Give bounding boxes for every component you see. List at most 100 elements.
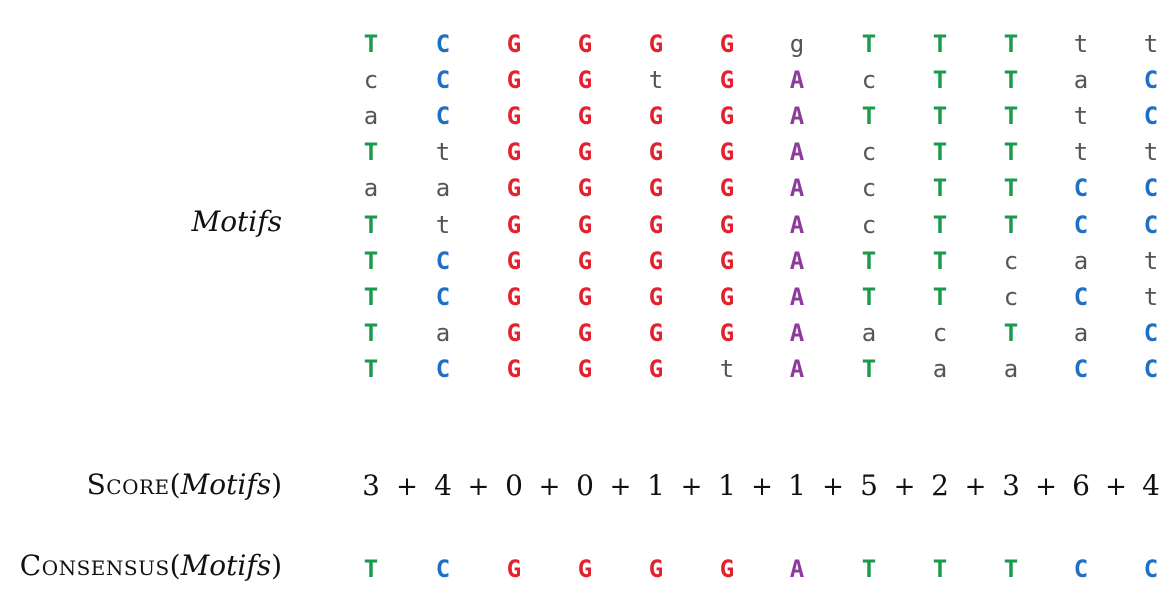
motif-cell: G <box>577 318 593 347</box>
motif-cell: G <box>648 246 664 275</box>
plus-sign: + <box>893 472 916 502</box>
score-value: 0 <box>505 469 523 502</box>
motif-cell: C <box>1073 282 1089 311</box>
motif-cell: A <box>789 318 805 347</box>
plus-sign: + <box>822 472 844 502</box>
motif-cell: C <box>1143 174 1159 203</box>
motif-cell: C <box>1073 354 1089 383</box>
consensus-cell: T <box>363 555 379 583</box>
motif-cell: T <box>1003 102 1019 131</box>
motif-cell: G <box>719 318 735 347</box>
motif-cell: T <box>932 246 948 275</box>
motif-cell: G <box>577 102 593 131</box>
motif-cell: G <box>577 138 593 167</box>
motif-cell: t <box>1073 102 1089 131</box>
consensus-cell: T <box>1003 555 1019 583</box>
motif-cell: T <box>932 102 948 131</box>
consensus-label: Consensus(Motifs) <box>20 552 282 580</box>
motif-cell: c <box>1003 246 1019 275</box>
plus-sign: + <box>609 472 632 502</box>
consensus-cell: G <box>577 555 593 583</box>
consensus-cell: C <box>435 555 451 583</box>
consensus-cell: G <box>506 555 522 583</box>
consensus-arg: Motifs <box>180 549 272 582</box>
motif-cell: G <box>719 30 735 58</box>
motifs-label: Motifs <box>191 205 282 238</box>
motif-cell: T <box>1003 318 1019 347</box>
motif-cell: G <box>577 30 593 58</box>
consensus-cell: G <box>719 555 735 583</box>
motif-cell: T <box>1003 66 1019 95</box>
motif-cell: G <box>648 30 664 58</box>
consensus-cell: T <box>932 555 948 583</box>
motif-cell: G <box>577 66 593 95</box>
motif-cell: G <box>577 210 593 239</box>
motif-cell: a <box>435 174 451 203</box>
motif-cell: a <box>1003 354 1019 383</box>
motif-cell: T <box>932 138 948 167</box>
motif-cell: G <box>506 30 522 58</box>
motif-cell: C <box>435 102 451 131</box>
motif-cell: a <box>1073 318 1089 347</box>
plus-sign: + <box>751 472 773 502</box>
motif-cell: t <box>435 138 451 167</box>
motif-cell: a <box>1073 66 1089 95</box>
motif-cell: a <box>363 102 379 131</box>
motif-cell: C <box>1143 354 1159 383</box>
plus-sign: + <box>680 472 703 502</box>
motif-cell: T <box>861 30 877 58</box>
motif-cell: C <box>435 246 451 275</box>
score-prefix: Score <box>86 468 170 501</box>
motif-cell: c <box>363 66 379 95</box>
motif-cell: G <box>506 318 522 347</box>
motif-cell: G <box>719 174 735 203</box>
motif-cell: T <box>861 246 877 275</box>
score-value: 3 <box>1002 469 1020 502</box>
motif-cell: G <box>577 354 593 383</box>
motif-cell: T <box>363 246 379 275</box>
motif-cell: T <box>861 102 877 131</box>
motif-cell: a <box>363 174 379 203</box>
motif-cell: C <box>435 354 451 383</box>
consensus-cell: C <box>1143 555 1159 583</box>
motif-cell: C <box>1143 66 1159 95</box>
motif-cell: a <box>932 354 948 383</box>
motif-cell: t <box>1143 30 1159 58</box>
motif-cell: t <box>648 66 664 95</box>
motif-cell: G <box>648 138 664 167</box>
plus-sign: + <box>1105 472 1127 502</box>
score-label: Score(Motifs) <box>87 471 282 499</box>
motif-cell: c <box>861 174 877 203</box>
motif-cell: T <box>932 66 948 95</box>
motif-cell: G <box>577 174 593 203</box>
motif-cell: T <box>363 138 379 167</box>
motif-cell: A <box>789 138 805 167</box>
motif-cell: T <box>861 282 877 311</box>
motif-cell: G <box>506 354 522 383</box>
score-paren-open: ( <box>169 468 181 501</box>
score-value: 5 <box>860 469 878 502</box>
score-arg: Motifs <box>180 468 272 501</box>
motif-cell: G <box>506 174 522 203</box>
motif-cell: T <box>363 282 379 311</box>
plus-sign: + <box>1035 472 1057 502</box>
motif-cell: G <box>719 210 735 239</box>
plus-sign: + <box>964 472 987 502</box>
motif-cell: a <box>1073 246 1089 275</box>
motif-cell: t <box>1073 30 1089 58</box>
motif-cell: C <box>435 66 451 95</box>
motif-cell: G <box>506 246 522 275</box>
motif-cell: G <box>648 174 664 203</box>
motif-cell: T <box>363 318 379 347</box>
motif-cell: t <box>719 354 735 383</box>
motif-cell: G <box>648 282 664 311</box>
motif-cell: t <box>1073 138 1089 167</box>
motif-cell: T <box>363 30 379 58</box>
plus-sign: + <box>396 472 418 502</box>
motif-cell: C <box>1143 102 1159 131</box>
plus-sign: + <box>467 472 490 502</box>
motif-cell: C <box>435 30 451 58</box>
score-value: 4 <box>1142 469 1160 502</box>
motif-cell: A <box>789 174 805 203</box>
motif-cell: G <box>719 66 735 95</box>
